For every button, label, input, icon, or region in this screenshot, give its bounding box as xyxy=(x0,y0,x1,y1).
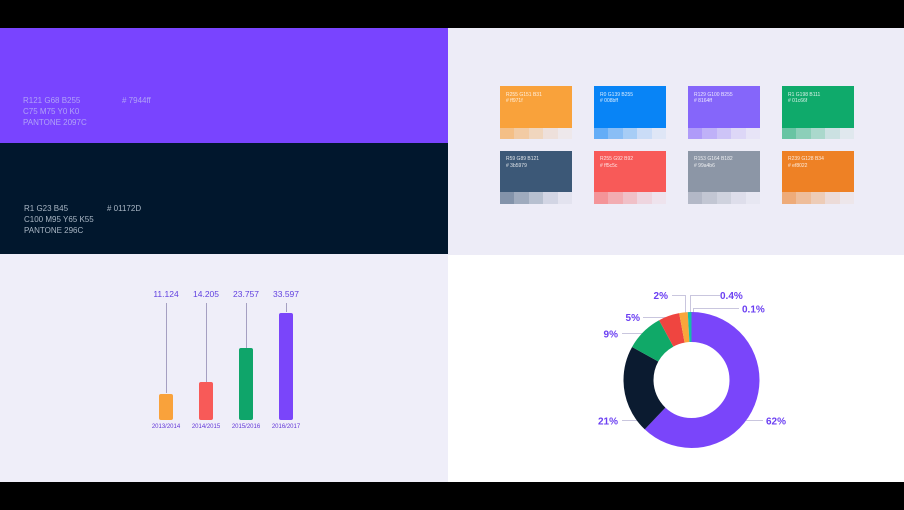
svg-text:0.4%: 0.4% xyxy=(720,291,743,302)
svg-text:0.1%: 0.1% xyxy=(742,305,765,316)
svg-text:21%: 21% xyxy=(598,417,618,428)
svg-text:9%: 9% xyxy=(604,330,619,341)
svg-text:5%: 5% xyxy=(626,313,641,324)
svg-text:2%: 2% xyxy=(654,291,669,302)
svg-text:62%: 62% xyxy=(766,417,786,428)
